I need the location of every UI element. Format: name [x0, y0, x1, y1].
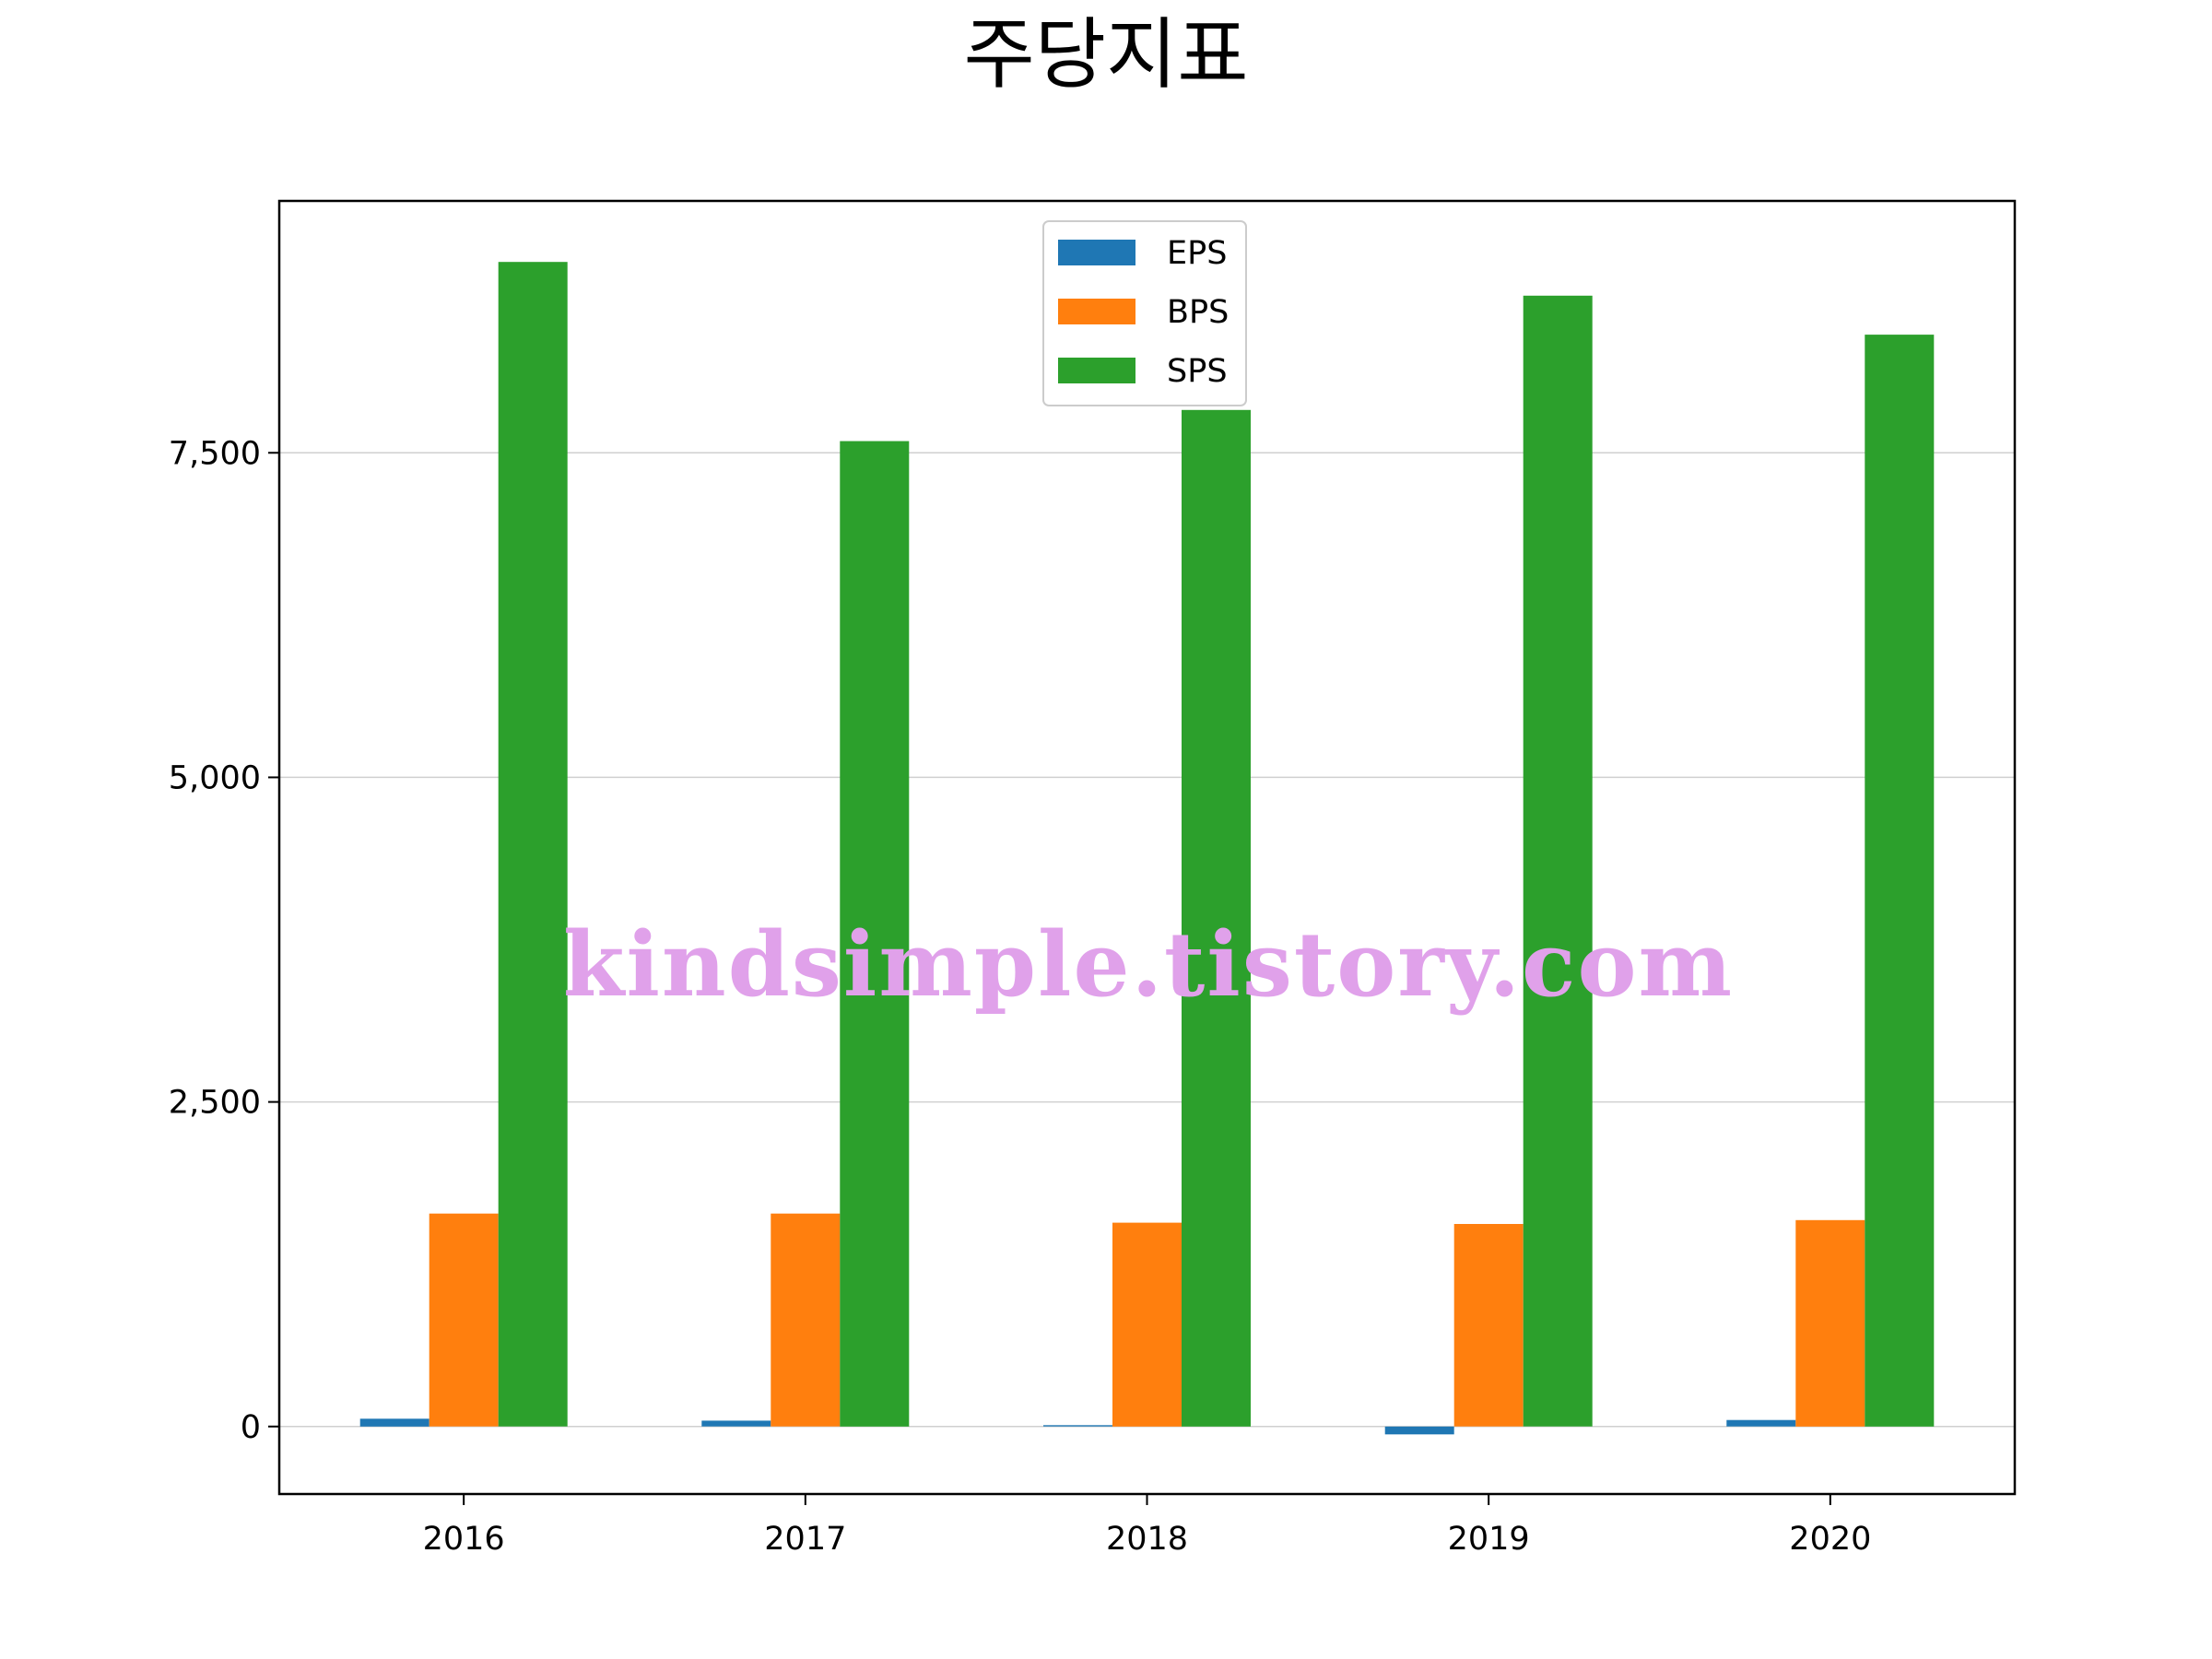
legend: EPS BPS SPS [1042, 220, 1247, 406]
x-tick-label: 2019 [1448, 1521, 1530, 1558]
bar-eps-2020 [1726, 1419, 1796, 1427]
legend-label-eps: EPS [1167, 235, 1227, 272]
y-tick-label: 5,000 [169, 759, 261, 796]
y-tick-label: 2,500 [169, 1085, 261, 1122]
x-tick-label: 2018 [1106, 1521, 1188, 1558]
legend-swatch-sps [1058, 358, 1135, 383]
y-tick-label: 0 [241, 1409, 261, 1446]
legend-swatch-bps [1058, 299, 1135, 324]
bar-bps-2017 [771, 1213, 841, 1427]
bar-sps-2019 [1523, 295, 1593, 1427]
bar-eps-2016 [359, 1418, 429, 1427]
legend-swatch-eps [1058, 240, 1135, 265]
bar-bps-2019 [1453, 1224, 1524, 1427]
bar-sps-2016 [498, 262, 568, 1427]
x-tick-label: 2016 [423, 1521, 505, 1558]
bar-eps-2017 [701, 1420, 771, 1427]
bar-eps-2018 [1043, 1425, 1112, 1427]
bar-sps-2017 [840, 441, 910, 1427]
y-tick-label: 7,500 [169, 435, 261, 472]
x-tick-label: 2017 [764, 1521, 846, 1558]
bar-layer [359, 262, 1935, 1435]
chart-title: 주당지표 [963, 9, 1248, 100]
x-tick-label: 2020 [1789, 1521, 1871, 1558]
bar-sps-2020 [1865, 335, 1935, 1427]
y-axis: 0 2,500 5,000 7,500 [169, 435, 279, 1446]
legend-label-sps: SPS [1167, 353, 1228, 390]
legend-label-bps: BPS [1167, 294, 1229, 331]
bar-bps-2018 [1112, 1222, 1182, 1427]
watermark: kindsimple.tistory.com [563, 912, 1734, 1017]
bar-bps-2016 [429, 1213, 499, 1427]
bar-sps-2018 [1182, 409, 1251, 1427]
bar-eps-2019 [1384, 1426, 1454, 1435]
bar-bps-2020 [1795, 1219, 1865, 1427]
x-axis: 2016 2017 2018 2019 2020 [423, 1494, 1871, 1558]
